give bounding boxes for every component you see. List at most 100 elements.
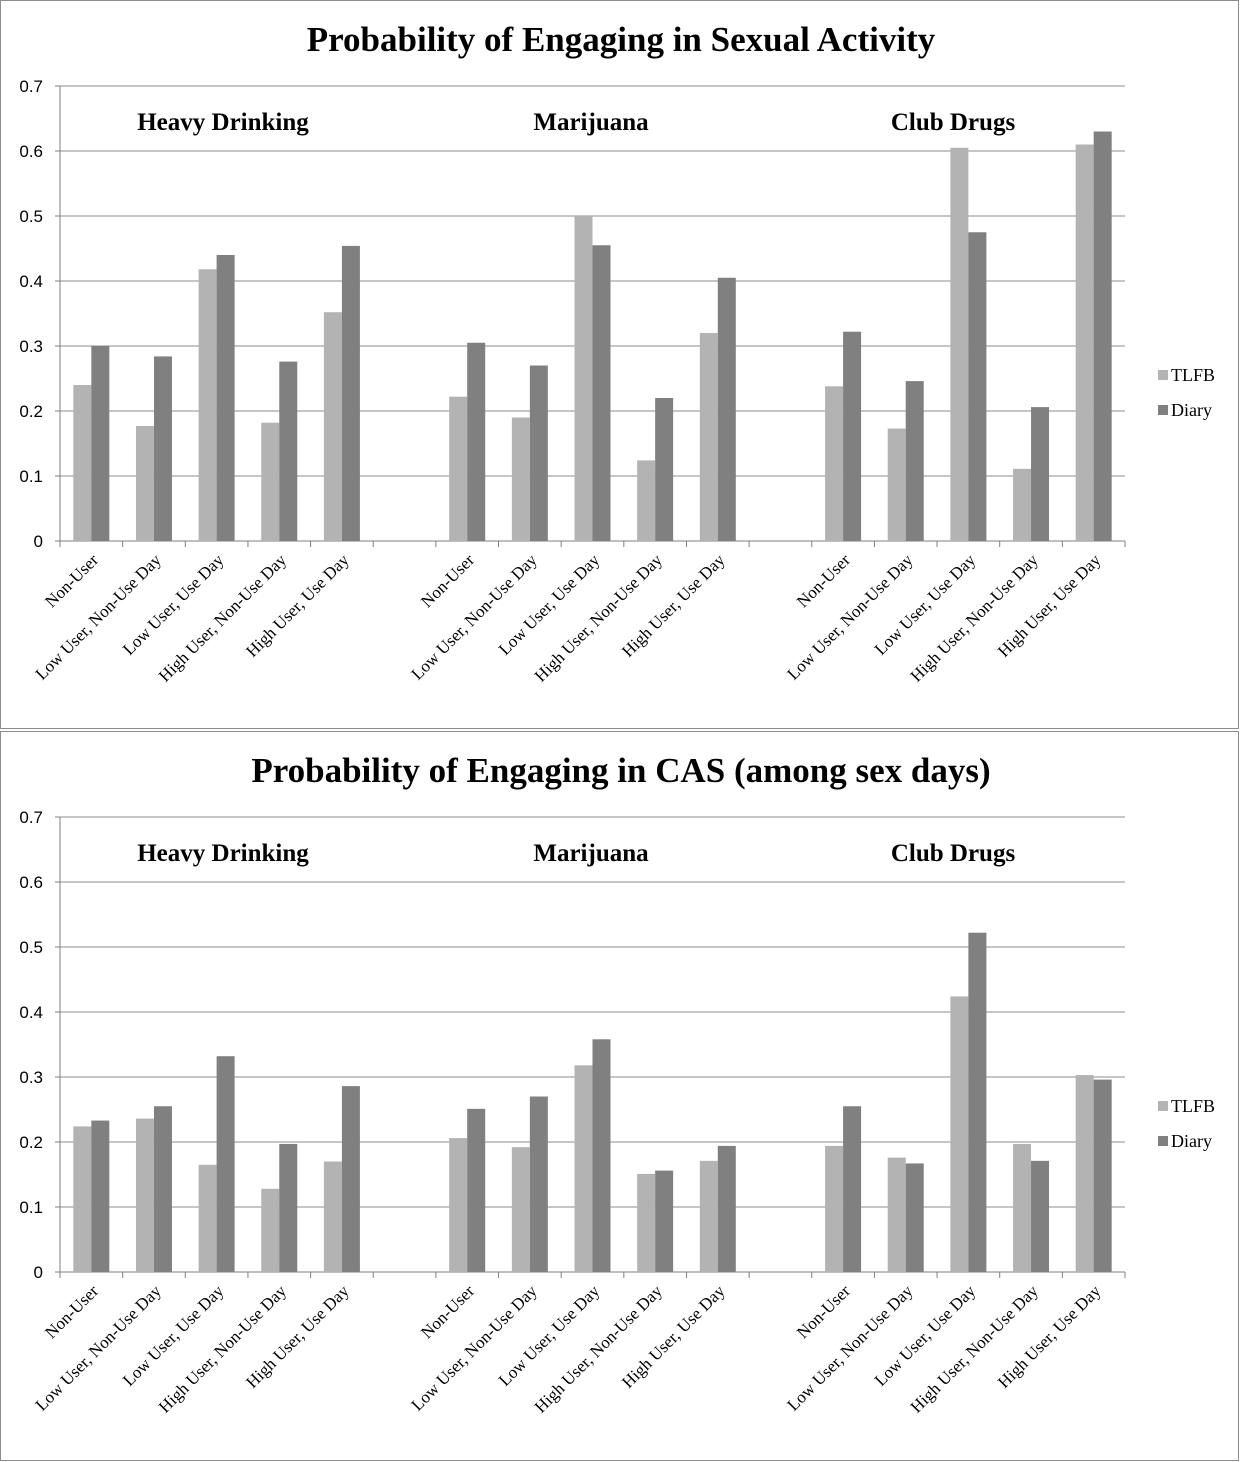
chart-title: Probability of Engaging in CAS (among se… <box>251 751 990 790</box>
group-label-marijuana: Marijuana <box>533 109 649 136</box>
bar-tlfb <box>73 1126 92 1272</box>
x-category-label: High User, Non-Use Day <box>531 1281 666 1416</box>
bar-chart-sexual-activity: Probability of Engaging in Sexual Activi… <box>19 20 1215 686</box>
bar-tlfb <box>261 1188 280 1272</box>
bar-tlfb <box>887 428 906 541</box>
bar-diary <box>467 1108 486 1272</box>
legend-label-diary: Diary <box>1171 1131 1212 1151</box>
y-tick-label: 0.3 <box>19 337 43 356</box>
bar-tlfb <box>511 417 530 541</box>
bar-tlfb <box>198 1164 217 1272</box>
x-category-label: Low User, Non-Use Day <box>783 550 916 683</box>
y-tick-label: 0.2 <box>19 402 43 421</box>
x-category-label: High User, Use Day <box>994 550 1105 661</box>
legend-label-diary: Diary <box>1171 400 1212 420</box>
x-category-label: High User, Non-Use Day <box>907 550 1042 685</box>
bar-tlfb <box>135 1118 154 1272</box>
bar-diary <box>905 1163 924 1272</box>
x-category-label: High User, Non-Use Day <box>155 550 290 685</box>
y-tick-label: 0 <box>34 532 43 551</box>
bar-tlfb <box>198 269 217 541</box>
bar-diary <box>529 365 548 541</box>
x-category-label: High User, Use Day <box>242 550 353 661</box>
group-label-heavy-drinking: Heavy Drinking <box>137 109 309 136</box>
x-category-label: High User, Non-Use Day <box>155 1281 290 1416</box>
bar-diary <box>91 1120 110 1272</box>
bar-diary <box>341 245 360 541</box>
bar-diary <box>717 277 736 541</box>
bar-diary <box>655 398 674 541</box>
bar-diary <box>216 255 235 541</box>
x-category-label: Low User, Non-Use Day <box>408 1281 541 1414</box>
bar-diary <box>153 1106 172 1272</box>
bar-tlfb <box>449 396 468 541</box>
group-label-club-drugs: Club Drugs <box>891 109 1016 136</box>
bar-tlfb <box>511 1147 530 1272</box>
x-category-label: High User, Use Day <box>618 1281 729 1392</box>
x-category-label: High User, Use Day <box>242 1281 353 1392</box>
bar-diary <box>905 381 924 541</box>
bar-tlfb <box>637 460 656 541</box>
bar-diary <box>467 342 486 541</box>
bar-diary <box>1093 131 1112 541</box>
bar-diary <box>968 232 987 541</box>
bar-diary <box>1093 1079 1112 1272</box>
legend-label-tlfb: TLFB <box>1171 365 1215 385</box>
group-label-heavy-drinking: Heavy Drinking <box>137 840 309 867</box>
bar-diary <box>1031 1160 1050 1272</box>
x-category-label: High User, Use Day <box>994 1281 1105 1392</box>
y-tick-label: 0.1 <box>19 467 43 486</box>
legend-swatch-diary <box>1158 1136 1168 1146</box>
legend-label-tlfb: TLFB <box>1171 1096 1215 1116</box>
bar-tlfb <box>323 1161 342 1272</box>
bar-tlfb <box>1013 1143 1032 1272</box>
bar-tlfb <box>950 147 969 541</box>
y-tick-label: 0.4 <box>19 272 43 291</box>
y-tick-label: 0.6 <box>19 142 43 161</box>
x-category-label: Low User, Non-Use Day <box>32 1281 165 1414</box>
x-category-label: Non-User <box>793 550 854 611</box>
bar-diary <box>279 361 298 541</box>
y-tick-label: 0.7 <box>19 77 43 96</box>
bar-tlfb <box>323 312 342 541</box>
bar-diary <box>592 1039 611 1272</box>
bar-tlfb <box>1075 1075 1094 1272</box>
legend-swatch-tlfb <box>1158 370 1168 380</box>
bar-tlfb <box>950 996 969 1272</box>
y-tick-label: 0.1 <box>19 1198 43 1217</box>
legend-swatch-diary <box>1158 405 1168 415</box>
bar-diary <box>968 932 987 1272</box>
y-tick-label: 0.5 <box>19 207 43 226</box>
x-category-label: Non-User <box>417 1281 478 1342</box>
y-tick-label: 0.5 <box>19 938 43 957</box>
bar-tlfb <box>261 422 280 541</box>
bar-tlfb <box>574 216 593 541</box>
y-tick-label: 0 <box>34 1263 43 1282</box>
bar-tlfb <box>1013 468 1032 541</box>
chart-panel-cas: Probability of Engaging in CAS (among se… <box>0 731 1239 1461</box>
x-category-label: High User, Use Day <box>618 550 729 661</box>
bar-tlfb <box>699 333 718 541</box>
bar-diary <box>655 1170 674 1272</box>
bar-diary <box>279 1143 298 1272</box>
bar-tlfb <box>887 1157 906 1272</box>
bar-chart-cas: Probability of Engaging in CAS (among se… <box>19 751 1215 1417</box>
bar-tlfb <box>825 1145 844 1272</box>
group-label-club-drugs: Club Drugs <box>891 840 1016 867</box>
bar-tlfb <box>135 425 154 541</box>
y-tick-label: 0.7 <box>19 808 43 827</box>
chart-title: Probability of Engaging in Sexual Activi… <box>307 20 936 59</box>
bar-diary <box>153 356 172 541</box>
y-tick-label: 0.4 <box>19 1003 43 1022</box>
group-label-marijuana: Marijuana <box>533 840 649 867</box>
x-category-label: High User, Non-Use Day <box>907 1281 1042 1416</box>
bar-tlfb <box>699 1160 718 1272</box>
bar-diary <box>91 346 110 541</box>
bar-tlfb <box>1075 144 1094 541</box>
y-tick-label: 0.6 <box>19 873 43 892</box>
bar-tlfb <box>825 386 844 541</box>
bar-diary <box>717 1145 736 1272</box>
bar-tlfb <box>574 1065 593 1272</box>
